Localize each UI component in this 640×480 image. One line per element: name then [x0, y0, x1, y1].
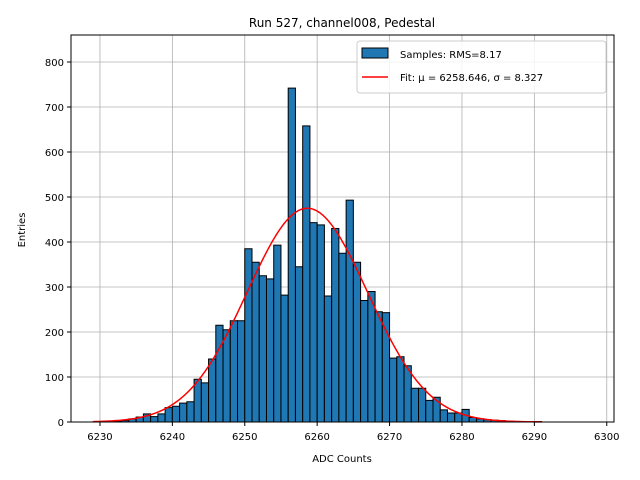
y-tick-label: 0: [58, 418, 64, 429]
histogram-bar: [287, 87, 296, 423]
y-tick-label: 300: [45, 283, 64, 294]
plot-frame: [70, 34, 615, 423]
y-tick-label: 800: [45, 58, 64, 69]
y-axis-label: Entries: [17, 213, 28, 248]
x-tick-label: 6290: [522, 432, 547, 443]
histogram-bar: [425, 399, 434, 423]
fit-curve: [92, 207, 542, 423]
histogram-bar: [265, 278, 275, 423]
y-tick-label: 600: [45, 148, 64, 159]
x-tick-label: 6240: [160, 432, 185, 443]
histogram-bar: [258, 275, 267, 423]
y-tick-label: 200: [45, 328, 64, 339]
histogram-bar: [222, 329, 231, 423]
histogram-bar: [251, 261, 260, 423]
x-tick-label: 6280: [449, 432, 474, 443]
histogram-bar: [294, 266, 304, 423]
histogram-bar: [193, 378, 202, 423]
histogram-bar: [439, 409, 448, 423]
histogram-bar: [323, 295, 333, 423]
y-tick-label: 500: [45, 193, 64, 204]
histogram-bar: [164, 407, 173, 423]
x-tick-label: 6270: [377, 432, 402, 443]
y-axis-ticks: 0 100 200 300 400 500 600 700 800: [45, 58, 71, 429]
histogram-bar: [309, 222, 318, 423]
histogram-bar: [345, 199, 354, 423]
x-tick-label: 6250: [232, 432, 257, 443]
histogram-bar: [410, 387, 420, 423]
legend-swatch-samples: [361, 47, 389, 59]
histogram-bar: [396, 356, 405, 423]
histogram-bar: [316, 224, 325, 423]
histogram-bar: [179, 402, 188, 423]
y-tick-label: 700: [45, 103, 64, 114]
histogram-bar: [157, 413, 166, 423]
legend: Samples: RMS=8.17 Fit: μ = 6258.646, σ =…: [356, 40, 607, 94]
histogram-bar: [215, 324, 224, 423]
histogram-bar: [280, 294, 289, 423]
histogram-bar: [186, 401, 195, 423]
histogram-bar: [237, 320, 246, 423]
histogram-bar: [352, 261, 362, 423]
x-axis-label: ADC Counts: [312, 454, 372, 465]
histogram-bar: [446, 412, 456, 423]
histogram-bar: [244, 248, 253, 423]
histogram-bar: [360, 300, 369, 423]
legend-box: [356, 40, 607, 94]
histogram-bar: [150, 416, 159, 423]
chart-title: Run 527, channel008, Pedestal: [249, 16, 435, 30]
fit-curve-group: [92, 207, 542, 423]
histogram-bar: [229, 320, 239, 423]
histogram-bar: [273, 244, 282, 423]
legend-label-samples: Samples: RMS=8.17: [400, 50, 502, 61]
histogram-bar: [367, 291, 376, 423]
histogram-bar: [331, 228, 340, 423]
legend-label-fit: Fit: μ = 6258.646, σ = 8.327: [400, 73, 543, 84]
histogram-bar: [389, 357, 398, 423]
histogram-bar: [208, 358, 217, 423]
histogram-bar: [374, 311, 383, 423]
histogram-bars: [99, 87, 543, 423]
y-tick-label: 400: [45, 238, 64, 249]
histogram-bar: [171, 405, 181, 423]
x-tick-label: 6230: [87, 432, 112, 443]
histogram-bar: [418, 387, 427, 423]
x-tick-label: 6260: [304, 432, 329, 443]
histogram-bar: [403, 365, 412, 423]
x-axis-ticks: 6230 6240 6250 6260 6270 6280 6290 6300: [87, 422, 619, 443]
histogram-bar: [200, 382, 210, 423]
histogram-bar: [338, 252, 347, 423]
x-tick-label: 6300: [594, 432, 619, 443]
y-tick-label: 100: [45, 373, 64, 384]
histogram-bar: [302, 125, 311, 423]
